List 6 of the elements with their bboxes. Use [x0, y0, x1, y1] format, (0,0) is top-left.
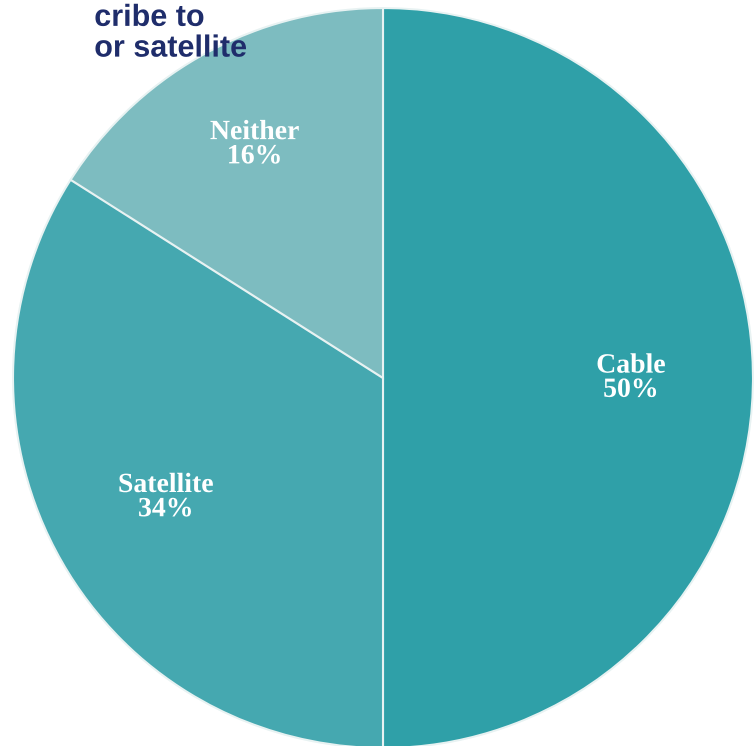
data-label: 16%: [229, 144, 280, 164]
slice-label: Cable: [598, 353, 665, 373]
slice-label: Neither: [210, 120, 299, 140]
data-label: 50%: [604, 378, 656, 398]
data-label: 34%: [139, 498, 191, 517]
slice-label: Satellite: [119, 472, 213, 492]
